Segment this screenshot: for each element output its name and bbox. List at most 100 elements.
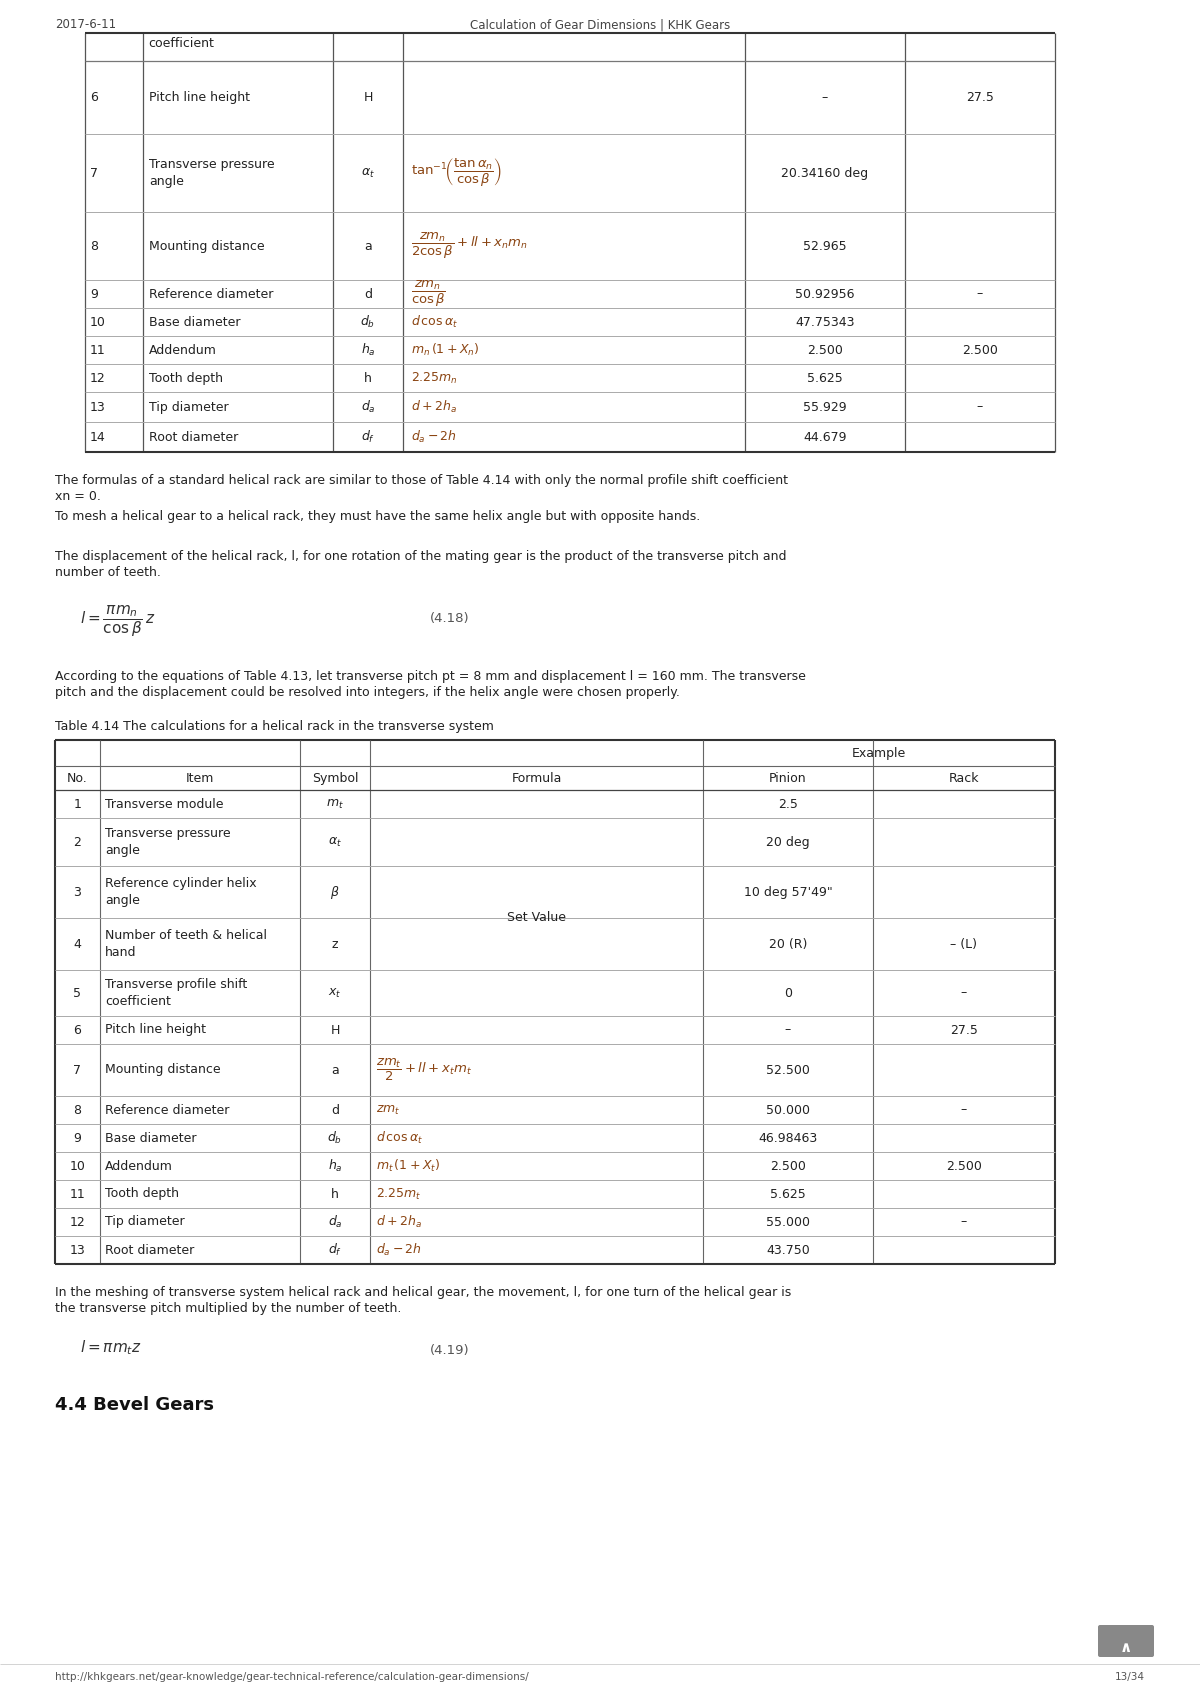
- Text: $\dfrac{zm_n}{2\mathrm{cos}\,\beta} + ll + x_n m_n$: $\dfrac{zm_n}{2\mathrm{cos}\,\beta} + ll…: [410, 231, 528, 261]
- Text: $d_f$: $d_f$: [361, 430, 376, 445]
- Text: $d_a - 2h$: $d_a - 2h$: [410, 430, 457, 445]
- Text: 9: 9: [90, 287, 98, 301]
- Text: pitch and the displacement could be resolved into integers, if the helix angle w: pitch and the displacement could be reso…: [55, 686, 680, 700]
- Text: 9: 9: [73, 1131, 82, 1144]
- Text: $l = \pi m_t z$: $l = \pi m_t z$: [80, 1338, 142, 1357]
- Text: xn = 0.: xn = 0.: [55, 491, 101, 503]
- Text: 20.34160 deg: 20.34160 deg: [781, 166, 869, 180]
- Text: 12: 12: [70, 1216, 85, 1228]
- Text: Mounting distance: Mounting distance: [106, 1063, 221, 1077]
- Text: $d_b$: $d_b$: [328, 1129, 342, 1146]
- Text: Item: Item: [186, 771, 214, 784]
- Text: 0: 0: [784, 987, 792, 1000]
- Text: d: d: [364, 287, 372, 301]
- Text: Tooth depth: Tooth depth: [149, 372, 223, 384]
- Text: 2.5: 2.5: [778, 798, 798, 810]
- Text: $d_f$: $d_f$: [328, 1241, 342, 1258]
- Text: 43.750: 43.750: [766, 1243, 810, 1257]
- Text: $2.25m_n$: $2.25m_n$: [410, 370, 457, 385]
- Text: $2.25m_t$: $2.25m_t$: [376, 1187, 421, 1202]
- Text: (4.18): (4.18): [430, 611, 469, 625]
- Text: 47.75343: 47.75343: [796, 316, 854, 328]
- Text: 5.625: 5.625: [808, 372, 842, 384]
- Text: Transverse pressure
angle: Transverse pressure angle: [106, 827, 230, 857]
- Text: $m_t$: $m_t$: [326, 798, 344, 810]
- Text: $d_a$: $d_a$: [328, 1214, 342, 1229]
- Text: $m_n\,(1 + X_n)$: $m_n\,(1 + X_n)$: [410, 341, 480, 358]
- Text: The formulas of a standard helical rack are similar to those of Table 4.14 with : The formulas of a standard helical rack …: [55, 474, 788, 487]
- Text: a: a: [364, 239, 372, 253]
- Text: Table 4.14 The calculations for a helical rack in the transverse system: Table 4.14 The calculations for a helica…: [55, 720, 494, 734]
- Text: 5: 5: [73, 987, 82, 1000]
- Text: $\alpha_t$: $\alpha_t$: [328, 835, 342, 849]
- Text: 52.500: 52.500: [766, 1063, 810, 1077]
- Text: $\dfrac{zm_t}{2} + ll + x_t m_t$: $\dfrac{zm_t}{2} + ll + x_t m_t$: [376, 1056, 472, 1083]
- Text: Tip diameter: Tip diameter: [106, 1216, 185, 1228]
- Text: 55.000: 55.000: [766, 1216, 810, 1228]
- Text: 2.500: 2.500: [770, 1160, 806, 1173]
- Text: $d + 2h_a$: $d + 2h_a$: [376, 1214, 422, 1229]
- Text: (4.19): (4.19): [430, 1345, 469, 1357]
- Text: Example: Example: [852, 747, 906, 759]
- Text: 20 (R): 20 (R): [769, 937, 808, 951]
- Text: No.: No.: [67, 771, 88, 784]
- Text: Reference diameter: Reference diameter: [106, 1104, 229, 1117]
- Text: 14: 14: [90, 431, 106, 443]
- Text: 10: 10: [90, 316, 106, 328]
- Text: the transverse pitch multiplied by the number of teeth.: the transverse pitch multiplied by the n…: [55, 1302, 401, 1314]
- FancyBboxPatch shape: [1098, 1625, 1154, 1657]
- Text: 6: 6: [90, 92, 98, 104]
- Text: Mounting distance: Mounting distance: [149, 239, 265, 253]
- Text: $\alpha_t$: $\alpha_t$: [361, 166, 374, 180]
- Text: Pinion: Pinion: [769, 771, 806, 784]
- Text: Addendum: Addendum: [149, 343, 217, 357]
- Text: 5.625: 5.625: [770, 1187, 806, 1200]
- Text: $\beta$: $\beta$: [330, 883, 340, 900]
- Text: Rack: Rack: [949, 771, 979, 784]
- Text: Tip diameter: Tip diameter: [149, 401, 229, 414]
- Text: number of teeth.: number of teeth.: [55, 565, 161, 579]
- Text: $h_a$: $h_a$: [328, 1158, 342, 1173]
- Text: Calculation of Gear Dimensions | KHK Gears: Calculation of Gear Dimensions | KHK Gea…: [470, 19, 730, 31]
- Text: 27.5: 27.5: [966, 92, 994, 104]
- Text: –: –: [977, 287, 983, 301]
- Text: 11: 11: [70, 1187, 85, 1200]
- Text: 4.4 Bevel Gears: 4.4 Bevel Gears: [55, 1396, 214, 1414]
- Text: a: a: [331, 1063, 338, 1077]
- Text: http://khkgears.net/gear-knowledge/gear-technical-reference/calculation-gear-dim: http://khkgears.net/gear-knowledge/gear-…: [55, 1673, 529, 1683]
- Text: 50.000: 50.000: [766, 1104, 810, 1117]
- Text: 13/34: 13/34: [1115, 1673, 1145, 1683]
- Text: $l = \dfrac{\pi m_n}{\cos\beta}\, z$: $l = \dfrac{\pi m_n}{\cos\beta}\, z$: [80, 604, 156, 640]
- Text: 2.500: 2.500: [808, 343, 842, 357]
- Text: In the meshing of transverse system helical rack and helical gear, the movement,: In the meshing of transverse system heli…: [55, 1285, 791, 1299]
- Text: – (L): – (L): [950, 937, 978, 951]
- Text: 2.500: 2.500: [946, 1160, 982, 1173]
- Text: Reference cylinder helix
angle: Reference cylinder helix angle: [106, 878, 257, 907]
- Text: 6: 6: [73, 1024, 82, 1036]
- Text: According to the equations of Table 4.13, let transverse pitch pt = 8 mm and dis: According to the equations of Table 4.13…: [55, 671, 806, 683]
- Text: Set Value: Set Value: [508, 910, 566, 924]
- Text: $d_a$: $d_a$: [361, 399, 376, 414]
- Text: To mesh a helical gear to a helical rack, they must have the same helix angle bu: To mesh a helical gear to a helical rack…: [55, 509, 701, 523]
- Text: d: d: [331, 1104, 340, 1117]
- Text: ∧: ∧: [1120, 1640, 1132, 1656]
- Text: $d_a - 2h$: $d_a - 2h$: [376, 1241, 422, 1258]
- Text: –: –: [822, 92, 828, 104]
- Text: 7: 7: [73, 1063, 82, 1077]
- Text: $d + 2h_a$: $d + 2h_a$: [410, 399, 457, 414]
- Text: Transverse pressure
angle: Transverse pressure angle: [149, 158, 275, 188]
- Text: 27.5: 27.5: [950, 1024, 978, 1036]
- Text: –: –: [977, 401, 983, 414]
- Text: –: –: [961, 1216, 967, 1228]
- Text: $x_t$: $x_t$: [329, 987, 342, 1000]
- Text: 10 deg 57'49": 10 deg 57'49": [744, 885, 833, 898]
- Text: Root diameter: Root diameter: [106, 1243, 194, 1257]
- Text: 2017-6-11: 2017-6-11: [55, 19, 116, 31]
- Text: –: –: [961, 1104, 967, 1117]
- Text: $d\,\mathrm{cos}\,\alpha_t$: $d\,\mathrm{cos}\,\alpha_t$: [376, 1129, 422, 1146]
- Text: 8: 8: [90, 239, 98, 253]
- Text: 13: 13: [70, 1243, 85, 1257]
- Text: h: h: [331, 1187, 338, 1200]
- Text: Base diameter: Base diameter: [106, 1131, 197, 1144]
- Text: $\dfrac{zm_n}{\mathrm{cos}\,\beta}$: $\dfrac{zm_n}{\mathrm{cos}\,\beta}$: [410, 278, 446, 309]
